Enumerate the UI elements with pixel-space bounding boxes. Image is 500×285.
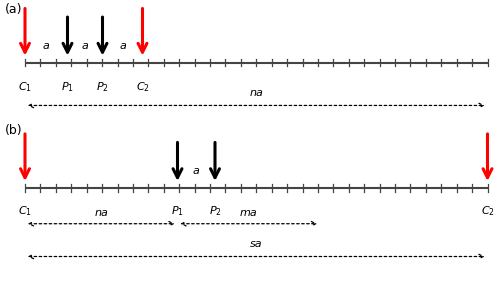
Text: $P_2$: $P_2$ <box>208 204 222 217</box>
Text: $C_2$: $C_2$ <box>480 204 494 217</box>
Text: na: na <box>94 208 108 218</box>
Text: $P_2$: $P_2$ <box>96 80 109 93</box>
Text: (a): (a) <box>5 3 22 16</box>
Text: $P_1$: $P_1$ <box>61 80 74 93</box>
Text: $C_2$: $C_2$ <box>136 80 149 93</box>
Text: sa: sa <box>250 239 262 249</box>
Text: ma: ma <box>240 208 258 218</box>
Text: a: a <box>43 40 50 51</box>
Text: $C_1$: $C_1$ <box>18 80 32 93</box>
Text: a: a <box>119 40 126 51</box>
Text: (b): (b) <box>5 124 22 137</box>
Text: na: na <box>250 88 263 98</box>
Text: $P_1$: $P_1$ <box>171 204 184 217</box>
Text: a: a <box>82 40 88 51</box>
Text: a: a <box>193 166 200 176</box>
Text: $C_1$: $C_1$ <box>18 204 32 217</box>
